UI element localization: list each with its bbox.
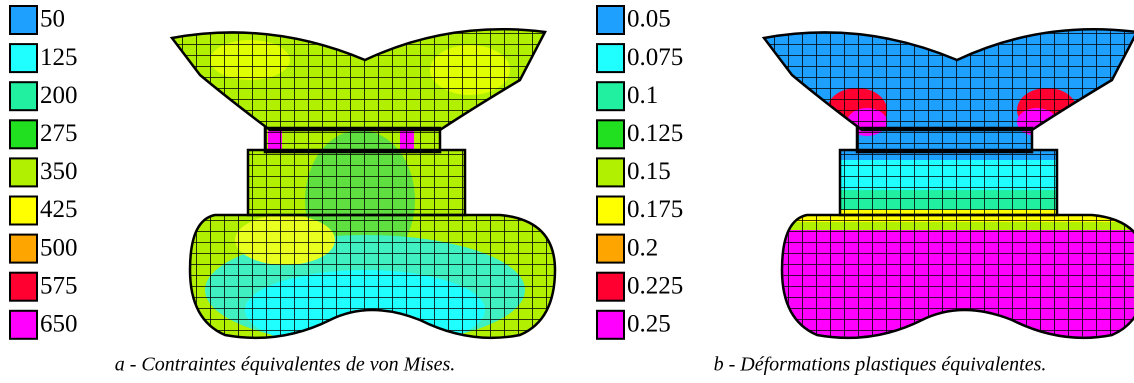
legend-label: 0.25 [627,311,671,338]
legend-label: 0.175 [627,196,683,223]
legend-swatch [596,81,625,112]
legend-label: 575 [40,272,78,299]
legend-swatch [596,5,625,35]
legend-label: 350 [40,158,78,185]
legend-swatch [596,195,625,226]
legend-label: 275 [40,120,78,147]
legend-label: 0.1 [627,82,658,109]
caption: a - Contraintes équivalentes de von Mise… [115,354,456,376]
legend-swatch [9,195,38,226]
legend-label: 650 [40,311,78,338]
legend-swatch [596,309,625,340]
legend-label: 0.15 [627,158,671,185]
legend-swatch [596,157,625,188]
legend-swatch [9,309,38,340]
legend-swatch [596,119,625,150]
legend-label: 0.05 [627,6,671,33]
legend-swatch [9,5,38,35]
legend-swatch [596,271,625,302]
legend-swatch [596,43,625,74]
legend-swatch [596,233,625,264]
legend-label: 0.125 [627,120,683,147]
legend-label: 0.2 [627,234,658,261]
legend-swatch [9,271,38,302]
legend-label: 50 [40,6,65,33]
legend-swatch [9,81,38,112]
legend-label: 0.225 [627,272,683,299]
legend-label: 200 [40,82,78,109]
legend-swatch [9,157,38,188]
legend-label: 125 [40,44,78,71]
legend-label: 0.075 [627,44,683,71]
mesh-plot-b [762,27,1134,340]
mesh-plot-a [170,27,557,340]
legend-swatch [9,119,38,150]
legend-label: 425 [40,196,78,223]
legend-swatch [9,43,38,74]
caption: b - Déformations plastiques équivalentes… [714,354,1047,376]
legend-swatch [9,233,38,264]
legend-label: 500 [40,234,78,261]
